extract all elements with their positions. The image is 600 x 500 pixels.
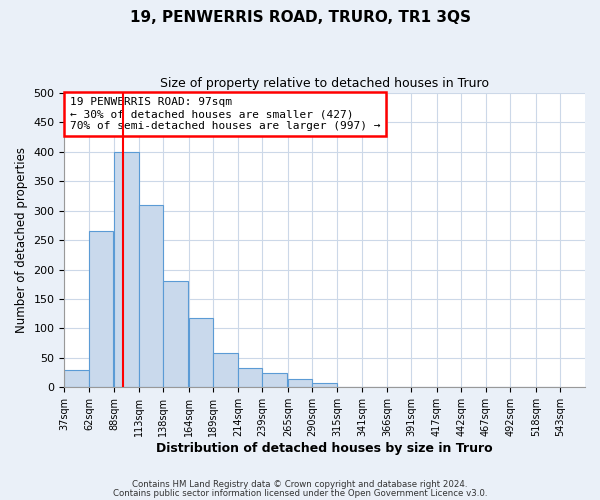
Y-axis label: Number of detached properties: Number of detached properties [15, 147, 28, 333]
Bar [163, 282, 188, 388]
Bar [189, 318, 214, 388]
Bar [238, 368, 262, 388]
Bar [115, 152, 139, 388]
Bar [313, 382, 337, 388]
Title: Size of property relative to detached houses in Truro: Size of property relative to detached ho… [160, 78, 489, 90]
Bar [536, 387, 560, 388]
Text: 19 PENWERRIS ROAD: 97sqm
← 30% of detached houses are smaller (427)
70% of semi-: 19 PENWERRIS ROAD: 97sqm ← 30% of detach… [70, 98, 380, 130]
Text: 19, PENWERRIS ROAD, TRURO, TR1 3QS: 19, PENWERRIS ROAD, TRURO, TR1 3QS [130, 10, 470, 25]
Bar [89, 232, 113, 388]
Bar [139, 205, 163, 388]
X-axis label: Distribution of detached houses by size in Truro: Distribution of detached houses by size … [157, 442, 493, 455]
Bar [64, 370, 89, 388]
Bar [337, 387, 361, 388]
Text: Contains public sector information licensed under the Open Government Licence v3: Contains public sector information licen… [113, 489, 487, 498]
Bar [288, 378, 313, 388]
Text: Contains HM Land Registry data © Crown copyright and database right 2024.: Contains HM Land Registry data © Crown c… [132, 480, 468, 489]
Bar [262, 372, 287, 388]
Bar [214, 353, 238, 388]
